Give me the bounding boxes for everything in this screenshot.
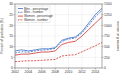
chart: 0510152025300250500750100012501500200220… bbox=[0, 0, 119, 80]
series-line bbox=[15, 17, 102, 55]
y2-tick-label: 0 bbox=[104, 66, 106, 70]
x-tick-label: 2014 bbox=[92, 70, 100, 74]
series-line bbox=[15, 10, 102, 53]
y-tick-label: 30 bbox=[9, 2, 13, 6]
series-line bbox=[15, 42, 102, 61]
x-tick-label: 2008 bbox=[51, 70, 59, 74]
x-tick-label: 2004 bbox=[25, 70, 33, 74]
y2-tick-label: 750 bbox=[104, 34, 110, 38]
legend-label: Women - number bbox=[24, 18, 48, 22]
x-tick-label: 2002 bbox=[11, 70, 19, 74]
y-tick-label: 5 bbox=[11, 56, 13, 60]
x-tick-label: 2006 bbox=[38, 70, 46, 74]
y-tick-label: 10 bbox=[9, 45, 13, 49]
legend-swatch bbox=[18, 19, 23, 20]
y-axis-title: Percent of graduates (%) bbox=[0, 18, 4, 53]
y-tick-label: 25 bbox=[9, 13, 13, 17]
y2-tick-label: 1000 bbox=[104, 24, 112, 28]
y2-tick-label: 1500 bbox=[104, 2, 112, 6]
y-tick-label: 20 bbox=[9, 24, 13, 28]
grid-line bbox=[55, 4, 56, 68]
legend-swatch bbox=[18, 16, 23, 17]
y2-tick-label: 1250 bbox=[104, 13, 112, 17]
grid-line bbox=[15, 36, 102, 37]
plot-frame bbox=[15, 4, 102, 68]
grid-line bbox=[15, 25, 102, 26]
legend-swatch bbox=[18, 12, 23, 13]
x-tick-label: 2010 bbox=[65, 70, 73, 74]
y2-axis-title: Number of graduates bbox=[116, 21, 119, 51]
grid-line bbox=[68, 4, 69, 68]
plot-area bbox=[15, 8, 102, 61]
grid-line bbox=[95, 4, 96, 68]
grid-line bbox=[15, 46, 102, 47]
x-tick-label: 2012 bbox=[78, 70, 86, 74]
grid-line bbox=[15, 57, 102, 58]
legend-swatch bbox=[18, 8, 23, 9]
y-tick-label: 15 bbox=[9, 34, 13, 38]
y2-tick-label: 500 bbox=[104, 45, 110, 49]
y2-tick-label: 250 bbox=[104, 56, 110, 60]
